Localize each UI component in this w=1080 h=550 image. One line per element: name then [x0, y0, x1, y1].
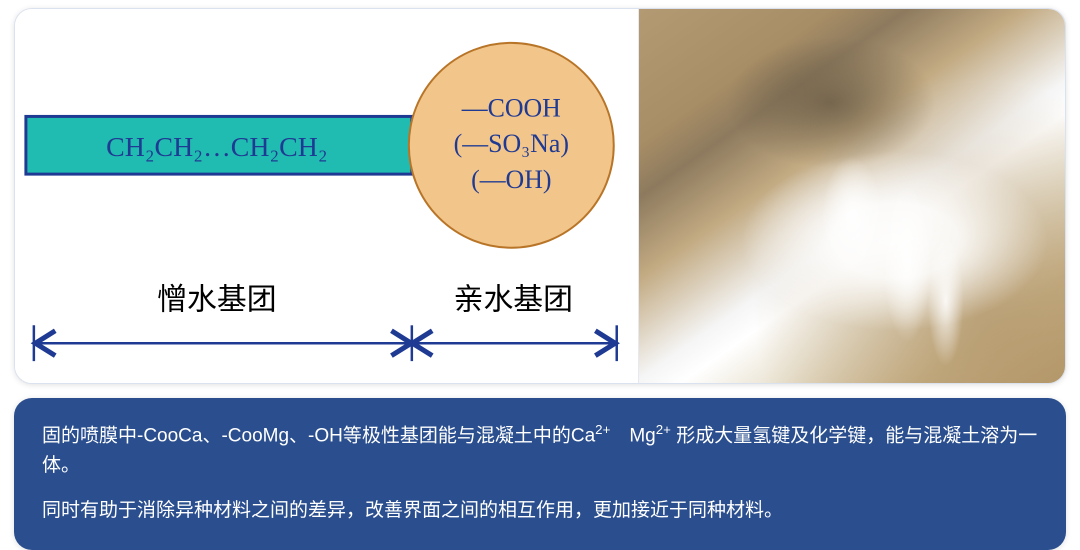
p1-sup2: 2+: [656, 422, 671, 437]
chain-text: CH₂CH₂…CH₂CH₂: [106, 132, 327, 163]
description-p1: 固的喷膜中-CooCa、-CooMg、-OH等极性基团能与混凝土中的Ca2+ M…: [42, 420, 1038, 480]
surfactant-diagram: CH₂CH₂…CH₂CH₂ —COOH (—SO₃Na) (—OH) 憎水基团 …: [15, 9, 639, 383]
head-line1: —COOH: [461, 93, 561, 122]
label-hydrophobic: 憎水基团: [157, 283, 276, 316]
label-hydrophilic: 亲水基团: [454, 283, 573, 316]
description-panel: 固的喷膜中-CooCa、-CooMg、-OH等极性基团能与混凝土中的Ca2+ M…: [14, 398, 1066, 550]
description-p2: 同时有助于消除异种材料之间的差异，改善界面之间的相互作用，更加接近于同种材料。: [42, 496, 1038, 525]
diagram-svg: CH₂CH₂…CH₂CH₂ —COOH (—SO₃Na) (—OH) 憎水基团 …: [15, 9, 638, 383]
p1-seg-a: 固的喷膜中-CooCa、-CooMg、-OH等极性基团能与混凝土中的Ca: [42, 425, 595, 446]
head-line2: (—SO₃Na): [454, 129, 569, 158]
p1-sup1: 2+: [595, 422, 610, 437]
p1-seg-b: Mg: [610, 425, 655, 446]
head-line3: (—OH): [471, 165, 551, 194]
figure-card: CH₂CH₂…CH₂CH₂ —COOH (—SO₃Na) (—OH) 憎水基团 …: [14, 8, 1066, 384]
concrete-photo: [639, 9, 1065, 383]
